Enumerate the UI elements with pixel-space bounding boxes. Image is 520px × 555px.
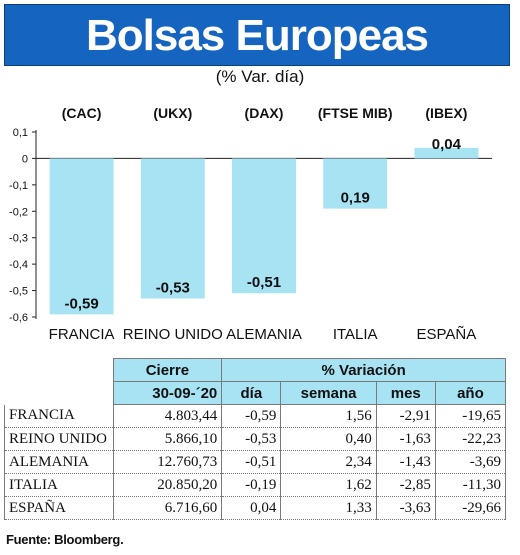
index-label: (UKX) — [153, 105, 192, 121]
row-semana: 1,33 — [280, 496, 377, 520]
chart-subtitle: (% Var. día) — [215, 67, 305, 86]
row-dia: -0,19 — [221, 473, 282, 497]
row-country: FRANCIA — [4, 404, 114, 428]
x-tick-label: ITALIA — [333, 326, 378, 343]
row-semana: 2,34 — [280, 450, 377, 474]
row-dia: -0,51 — [221, 450, 282, 474]
row-ano: -29,66 — [434, 496, 507, 520]
row-cierre: 12.760,73 — [112, 450, 223, 474]
header-variacion: % Variación — [221, 358, 506, 382]
data-label: 0,19 — [341, 190, 370, 207]
row-dia: 0,04 — [221, 496, 282, 520]
row-cierre: 20.850,20 — [112, 473, 223, 497]
row-cierre: 5.866,10 — [112, 427, 223, 451]
data-label: -0,53 — [156, 280, 190, 297]
data-label: 0,04 — [432, 136, 462, 153]
row-country: ALEMANIA — [4, 450, 114, 474]
index-label: (DAX) — [245, 105, 284, 121]
row-ano: -22,23 — [434, 427, 507, 451]
header-dia: día — [221, 381, 282, 405]
row-country: REINO UNIDO — [4, 427, 114, 451]
bar — [414, 147, 479, 159]
x-tick-label: ESPAÑA — [417, 326, 477, 343]
table-row: REINO UNIDO 5.866,10 -0,53 0,40 -1,63 -2… — [4, 427, 507, 451]
row-semana: 0,40 — [280, 427, 377, 451]
bar — [323, 158, 388, 209]
row-semana: 1,62 — [280, 473, 377, 497]
header-mes: mes — [375, 381, 436, 405]
closing-table: Cierre % Variación 30-09-´20 día semana … — [4, 358, 507, 520]
header-ano: año — [434, 381, 507, 405]
chart-title: Bolsas Europeas — [85, 11, 429, 60]
row-ano: -3,69 — [434, 450, 507, 474]
table-row: FRANCIA 4.803,44 -0,59 1,56 -2,91 -19,65 — [4, 404, 507, 428]
row-ano: -19,65 — [434, 404, 507, 428]
title-banner: Bolsas Europeas — [4, 4, 510, 66]
row-semana: 1,56 — [280, 404, 377, 428]
table-row: ESPAÑA 6.716,60 0,04 1,33 -3,63 -29,66 — [4, 496, 507, 520]
y-tick-label: -0,3 — [9, 233, 28, 245]
bar-chart: 0,1 0 -0,1 -0,2 -0,3 -0,4 -0,5 -0,6 -0,59 (CAC) FR… — [9, 105, 492, 343]
row-mes: -2,91 — [375, 404, 436, 428]
row-mes: -1,63 — [375, 427, 436, 451]
row-dia: -0,59 — [221, 404, 282, 428]
index-label: (FTSE MIB) — [318, 105, 393, 121]
table-row: ALEMANIA 12.760,73 -0,51 2,34 -1,43 -3,6… — [4, 450, 507, 474]
y-tick-label: -0,6 — [9, 312, 28, 324]
source-note: Fuente: Bloomberg. — [6, 532, 124, 547]
y-tick-label: -0,5 — [9, 286, 28, 298]
table-corner-2 — [4, 381, 114, 405]
bar — [232, 158, 296, 294]
table-row: ITALIA 20.850,20 -0,19 1,62 -2,85 -11,30 — [4, 473, 507, 497]
row-ano: -11,30 — [434, 473, 507, 497]
row-country: ITALIA — [4, 473, 114, 497]
row-cierre: 4.803,44 — [112, 404, 223, 428]
x-tick-label: ALEMANIA — [226, 326, 302, 343]
header-date: 30-09-´20 — [112, 381, 223, 405]
row-mes: -3,63 — [375, 496, 436, 520]
x-tick-label: REINO UNIDO — [123, 326, 223, 343]
bar — [140, 158, 205, 299]
row-cierre: 6.716,60 — [112, 496, 223, 520]
y-tick-label: 0 — [22, 153, 28, 165]
y-tick-label: -0,2 — [9, 206, 28, 218]
row-dia: -0,53 — [221, 427, 282, 451]
index-label: (CAC) — [62, 105, 102, 121]
y-tick-label: -0,4 — [9, 259, 28, 271]
x-tick-label: FRANCIA — [49, 326, 115, 343]
header-cierre: Cierre — [112, 358, 223, 382]
row-country: ESPAÑA — [4, 496, 114, 520]
table-corner — [4, 358, 114, 382]
y-tick-label: -0,1 — [9, 180, 28, 192]
y-tick-label: 0,1 — [13, 127, 28, 139]
index-label: (IBEX) — [425, 105, 467, 121]
bar — [49, 158, 114, 315]
row-mes: -2,85 — [375, 473, 436, 497]
data-label: -0,59 — [64, 295, 98, 312]
row-mes: -1,43 — [375, 450, 436, 474]
data-label: -0,51 — [247, 274, 281, 291]
header-semana: semana — [280, 381, 377, 405]
